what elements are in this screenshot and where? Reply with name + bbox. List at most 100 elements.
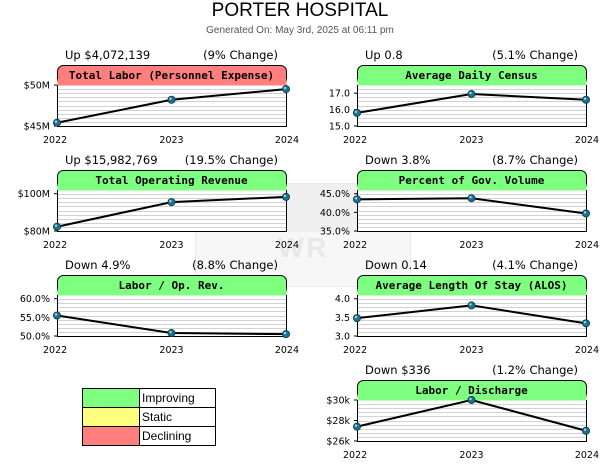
chart-svg: Down $336 (1.2% Change) Labor / Discharge $… [326,363,599,461]
data-point-highlight [169,330,172,334]
y-tick-label: $100M [18,189,50,200]
data-point-highlight [169,97,172,100]
title-band-base [57,289,287,296]
y-tick-label: 4.0 [335,294,350,305]
change-percent: (8.8% Change) [192,258,278,272]
data-point [467,194,476,203]
x-tick-label: 2024 [575,240,599,251]
y-tick-label: 15.0 [329,122,350,133]
y-tick-label: 3.5 [335,313,350,324]
change-summary: Up $4,072,139 [65,48,150,62]
data-point-highlight [354,110,358,114]
chart-svg: Up $15,982,769 (19.5% Change) Total Operat… [18,153,299,251]
data-point [53,311,62,320]
data-point-highlight [54,313,58,316]
x-tick-label: 2024 [275,135,299,146]
y-tick-label: $50M [24,81,50,92]
chart-title: Average Daily Census [405,69,537,82]
chart-svg: Down 0.14 (4.1% Change) Average Length Of … [335,258,599,356]
watermark-mark: WR [277,232,329,263]
chart-title: Average Length Of Stay (ALOS) [375,279,567,292]
data-point-highlight [283,331,287,335]
data-point-highlight [583,211,587,214]
x-tick-label: 2022 [43,345,67,356]
data-point-highlight [283,194,287,198]
data-point [581,319,590,328]
y-tick-label: $26k [326,437,350,448]
data-point [53,118,62,127]
x-tick-label: 2023 [459,345,483,356]
data-point [167,95,176,104]
change-percent: (5.1% Change) [492,48,578,62]
data-point [581,95,590,104]
title-band-base [357,79,587,86]
chart-svg: Down 3.8% (8.7% Change) Percent of Gov. Vo… [320,153,599,251]
y-tick-label: 55.0% [20,313,50,324]
data-point-highlight [54,224,58,227]
data-point [467,396,476,405]
y-tick-label: $30k [326,396,350,407]
status-legend: Improving Static Declining [82,388,216,446]
data-point-highlight [283,86,287,90]
chart-labor-discharge: Down $336 (1.2% Change) Labor / Discharge $… [300,360,600,465]
x-tick-label: 2022 [343,345,367,356]
data-point-highlight [469,91,472,95]
data-point-highlight [54,120,58,123]
y-tick-label: 50.0% [20,332,50,343]
generated-timestamp: Generated On: May 3rd, 2025 at 06:11 pm [206,25,394,36]
title-band-base [357,289,587,296]
x-tick-label: 2024 [275,240,299,251]
y-tick-label: 40.0% [320,208,350,219]
title-band-base [357,184,587,191]
data-point-highlight [583,97,587,100]
change-summary: Down 3.8% [365,153,431,167]
change-summary: Down $336 [365,363,431,377]
chart-title: Labor / Op. Rev. [119,279,225,292]
legend-label-declining: Declining [142,429,192,443]
y-tick-label: 60.0% [20,294,50,305]
data-point-highlight [469,196,472,199]
chart-svg: Up 0.8 (5.1% Change) Average Daily Census 1… [329,48,599,146]
x-tick-label: 2023 [459,135,483,146]
x-tick-label: 2023 [459,240,483,251]
x-tick-label: 2023 [159,240,183,251]
data-point-highlight [354,197,358,200]
data-point [281,85,290,94]
y-tick-label: 16.0 [329,105,350,116]
x-tick-label: 2023 [159,135,183,146]
data-point [167,198,176,207]
x-tick-label: 2022 [43,135,67,146]
x-tick-label: 2023 [159,345,183,356]
x-tick-label: 2022 [343,135,367,146]
change-summary: Up 0.8 [365,48,403,62]
y-tick-label: 35.0% [320,227,350,238]
x-tick-label: 2024 [575,450,599,461]
chart-total-operating-revenue: Up $15,982,769 (19.5% Change) Total Operat… [0,150,300,255]
change-percent: (19.5% Change) [185,153,278,167]
chart-title: Total Operating Revenue [95,174,248,187]
y-tick-label: $80M [24,227,50,238]
change-summary: Down 4.9% [65,258,131,272]
y-tick-label: 3.0 [335,332,350,343]
y-tick-label: 45.0% [320,189,350,200]
x-tick-label: 2023 [459,450,483,461]
y-tick-label: $28k [326,416,350,427]
legend-item-declining: Declining [82,427,216,446]
chart-total-labor-personnel-expense: Up $4,072,139 (9% Change) Total Labor (Per… [0,45,300,150]
chart-title: Total Labor (Personnel Expense) [69,69,274,82]
data-point-highlight [469,303,472,306]
data-point [281,330,290,339]
legend-swatch-improving [83,389,140,407]
chart-average-daily-census: Up 0.8 (5.1% Change) Average Daily Census 1… [300,45,600,150]
legend-label-improving: Improving [142,391,195,405]
chart-percent-of-gov-volume: Down 3.8% (8.7% Change) Percent of Gov. Vo… [300,150,600,255]
x-tick-label: 2024 [575,345,599,356]
data-point-highlight [169,199,172,203]
x-tick-label: 2022 [343,240,367,251]
data-point [281,192,290,201]
change-summary: Down 0.14 [365,258,427,272]
data-point [353,422,362,431]
data-point-highlight [583,321,587,324]
x-tick-label: 2024 [275,345,299,356]
data-point [353,314,362,323]
